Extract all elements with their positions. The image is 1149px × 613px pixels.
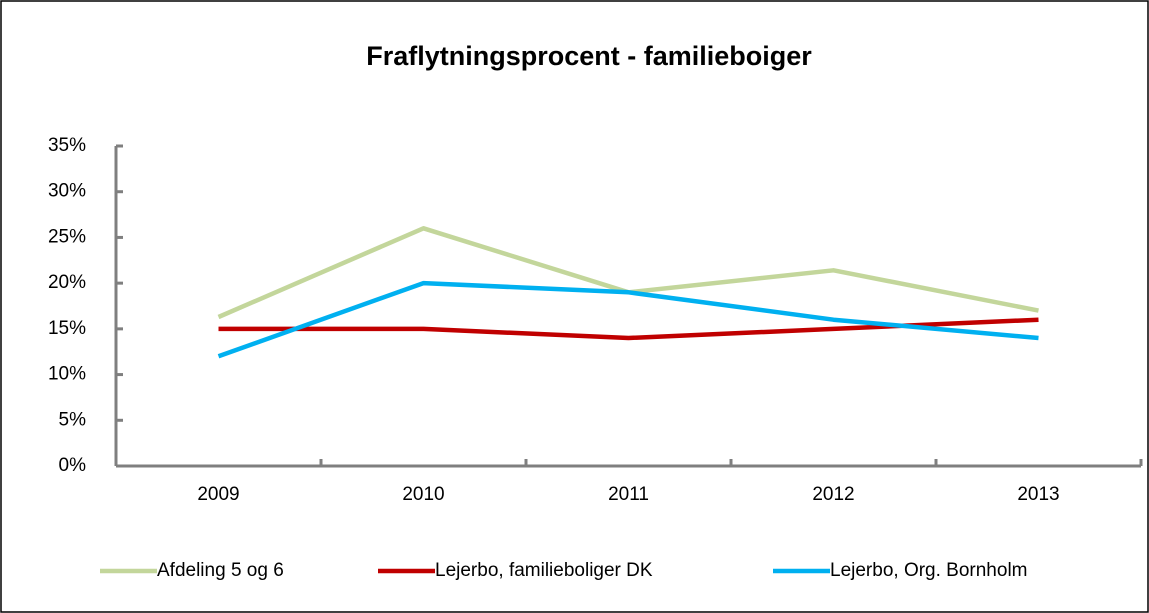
y-tick-label: 30%: [48, 181, 86, 202]
y-tick-label: 35%: [48, 135, 86, 156]
y-tick-label: 25%: [48, 226, 86, 247]
y-tick-label: 5%: [59, 409, 87, 430]
y-tick-label: 10%: [48, 364, 86, 385]
legend-label: Afdeling 5 og 6: [157, 560, 284, 581]
y-tick-label: 15%: [48, 318, 86, 339]
y-tick-label: 0%: [59, 455, 87, 476]
series-line: [217, 280, 1039, 359]
y-tick-label: 20%: [48, 272, 86, 293]
legend-label: Lejerbo, Org. Bornholm: [830, 560, 1028, 581]
legend-label: Lejerbo, familieboliger DK: [435, 560, 653, 581]
x-tick-label: 2012: [812, 484, 854, 505]
x-tick-label: 2011: [608, 484, 649, 505]
x-tick-label: 2009: [197, 484, 239, 505]
x-tick-label: 2010: [402, 484, 444, 505]
x-tick-label: 2013: [1017, 484, 1059, 505]
chart-title: Fraflytningsprocent - familieboiger: [366, 41, 812, 71]
